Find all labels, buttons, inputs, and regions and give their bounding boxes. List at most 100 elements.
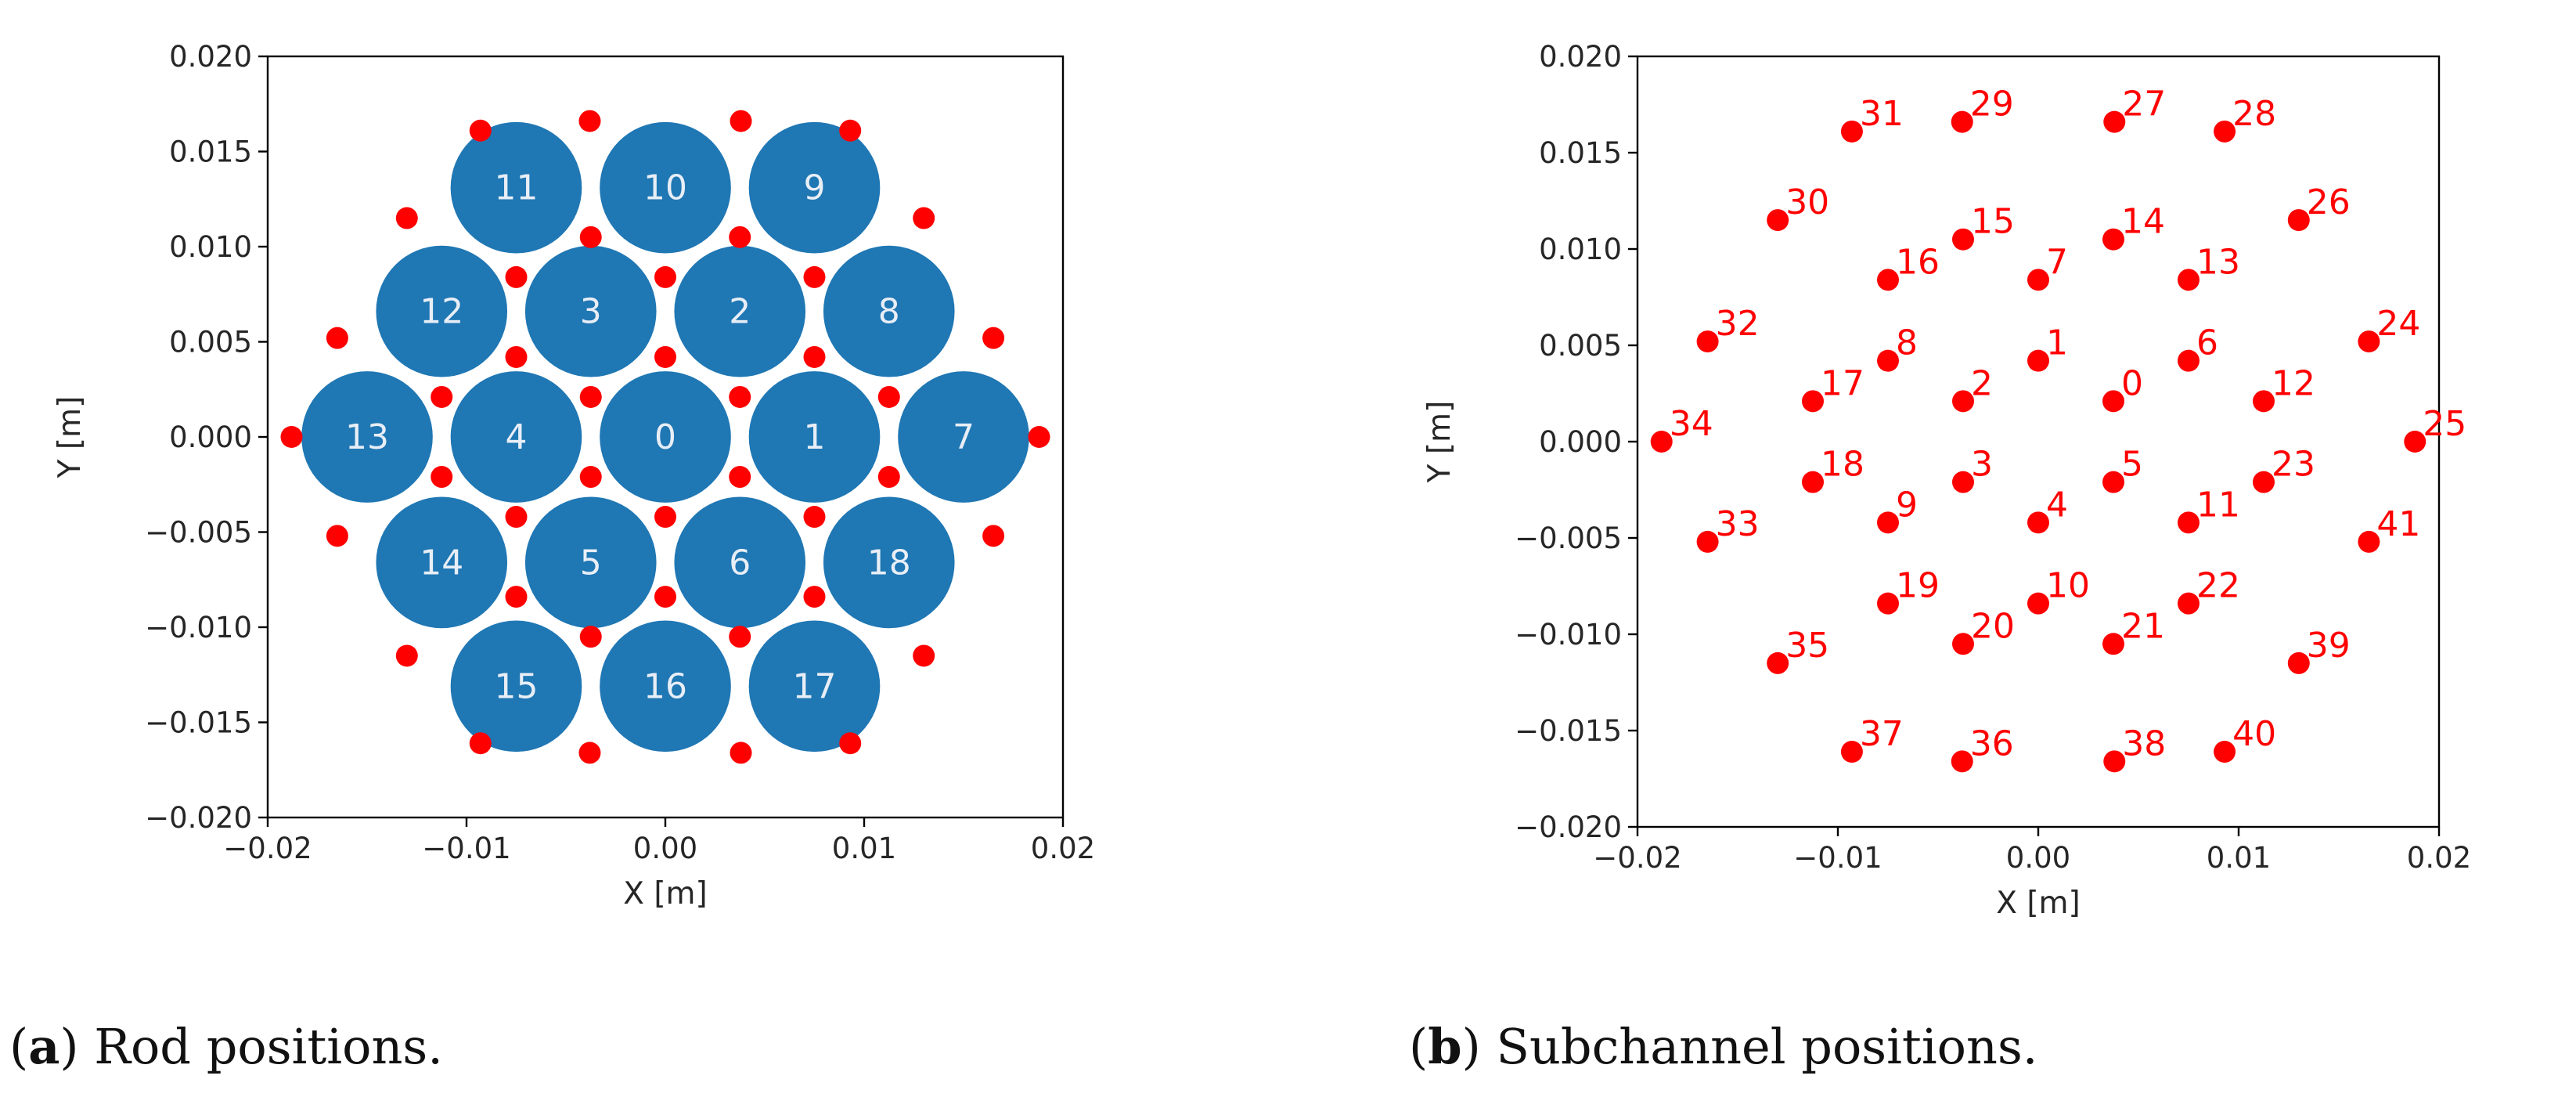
subchannel-label: 2	[1971, 363, 1993, 403]
subchannel-0	[2102, 390, 2124, 413]
rod-label: 5	[580, 543, 602, 583]
subchannel-label: 38	[2122, 724, 2166, 763]
panel-a-rod-positions: −0.02 −0.01 0.00 0.01 0.02 0.020 0.015 0.010 0.0…	[0, 0, 1174, 987]
x-tick-label: 0.01	[2207, 841, 2271, 875]
rod-label: 12	[420, 292, 463, 332]
caption-b-tag: b	[1428, 1018, 1462, 1075]
subchannel-37	[1840, 741, 1863, 763]
y-tick-label: −0.010	[1515, 618, 1622, 651]
y-axis-label: Y [m]	[1422, 401, 1457, 484]
x-tick-label: −0.02	[1593, 841, 1681, 875]
subchannel-9	[1877, 511, 1899, 534]
subchannel-25	[2404, 431, 2426, 453]
rod-8	[823, 245, 955, 377]
subchannel-label: 11	[2196, 485, 2240, 525]
subchannel-22	[2178, 592, 2200, 615]
subchannel-point	[729, 626, 751, 648]
subchannel-2	[1952, 390, 1974, 413]
subchannel-point	[730, 110, 752, 132]
x-tick-label: −0.01	[422, 832, 510, 865]
rod-label: 6	[729, 543, 751, 583]
rod-4	[450, 371, 582, 503]
y-tick-label: −0.015	[145, 706, 252, 740]
rod-12	[376, 245, 508, 377]
rod-label: 13	[345, 417, 389, 457]
subchannel-label: 9	[1896, 485, 1918, 525]
subchannel-label: 10	[2046, 566, 2090, 606]
y-tick-label: 0.000	[169, 420, 252, 454]
caption-a: (a) Rod positions.	[9, 1018, 443, 1075]
subchannel-label: 22	[2196, 566, 2240, 606]
subchannel-8	[1877, 349, 1899, 372]
rod-1	[748, 371, 881, 503]
caption-a-text: Rod positions.	[78, 1018, 443, 1075]
subchannel-35	[1767, 651, 1789, 674]
subchannel-label: 32	[1716, 304, 1760, 344]
x-axis-label: X [m]	[623, 876, 708, 911]
subchannel-label: 14	[2121, 202, 2165, 242]
rod-label: 7	[953, 417, 975, 457]
rod-17	[748, 620, 881, 753]
x-tick-label: 0.01	[832, 832, 896, 865]
rod-label: 16	[643, 666, 687, 706]
subchannel-17	[1802, 390, 1824, 413]
rod-14	[376, 496, 508, 629]
subchannel-point	[505, 586, 528, 608]
subchannel-5	[2102, 471, 2124, 493]
subchannel-10	[2027, 592, 2049, 615]
subchannel-label: 39	[2307, 626, 2351, 666]
caption-a-tag: a	[28, 1018, 60, 1075]
y-tick-label: 0.010	[1539, 233, 1622, 266]
rod-18	[823, 496, 955, 629]
subchannel-6	[2178, 349, 2200, 372]
subchannel-7	[2027, 269, 2049, 291]
rod-label: 3	[580, 292, 602, 332]
subchannel-positions-chart: −0.02 −0.01 0.00 0.01 0.02 0.020 0.015 0.010 0.0…	[1409, 17, 2560, 976]
rod-6	[674, 496, 806, 629]
subchannel-label: 7	[2046, 242, 2068, 282]
subchannel-label: 4	[2046, 485, 2068, 525]
x-tick-label: 0.00	[2006, 841, 2070, 875]
subchannel-label: 20	[1971, 606, 2015, 646]
subchannel-point	[469, 119, 492, 142]
y-tick-label: 0.020	[169, 40, 252, 74]
subchannel-point	[877, 385, 900, 408]
axes-frame	[1636, 55, 2441, 828]
subchannel-label: 3	[1971, 445, 1993, 485]
x-tick-label: −0.01	[1793, 841, 1882, 875]
subchannel-31	[1840, 120, 1863, 143]
x-tick-label: 0.02	[1031, 832, 1095, 865]
subchannel-point	[578, 742, 601, 764]
rod-7	[898, 371, 1029, 503]
y-tick-label: 0.000	[1539, 425, 1622, 459]
subchannel-4	[2027, 511, 2049, 534]
subchannel-label: 5	[2121, 445, 2143, 485]
rod-15	[450, 620, 582, 753]
subchannel-point	[326, 525, 348, 547]
subchannel-14	[2102, 228, 2124, 251]
y-tick-label: −0.015	[1515, 714, 1622, 748]
subchannel-label: 34	[1670, 404, 1713, 444]
subchannel-label: 6	[2196, 323, 2218, 363]
subchannel-41	[2358, 530, 2380, 553]
subchannel-point	[913, 644, 935, 667]
subchannel-label: 23	[2272, 445, 2315, 485]
y-tick-label: 0.010	[169, 230, 252, 264]
subchannel-point	[982, 327, 1005, 349]
rod-label: 17	[793, 666, 837, 706]
x-axis-label: X [m]	[1996, 886, 2081, 921]
subchannel-label: 33	[1716, 504, 1760, 544]
rod-label: 8	[878, 292, 900, 332]
subchannel-label: 28	[2232, 94, 2276, 134]
subchannel-point	[729, 466, 751, 489]
subchannel-label: 24	[2376, 304, 2420, 344]
subchannel-point	[431, 385, 453, 408]
caption-b: (b) Subchannel positions.	[1409, 1018, 2038, 1075]
subchannel-label: 18	[1821, 445, 1864, 485]
subchannel-label: 40	[2232, 714, 2276, 754]
rod-2	[674, 245, 806, 377]
subchannel-38	[2103, 750, 2126, 773]
subchannel-label: 29	[1970, 85, 2014, 125]
y-tick-label: 0.005	[1539, 329, 1622, 363]
subchannel-label: 15	[1971, 202, 2015, 242]
